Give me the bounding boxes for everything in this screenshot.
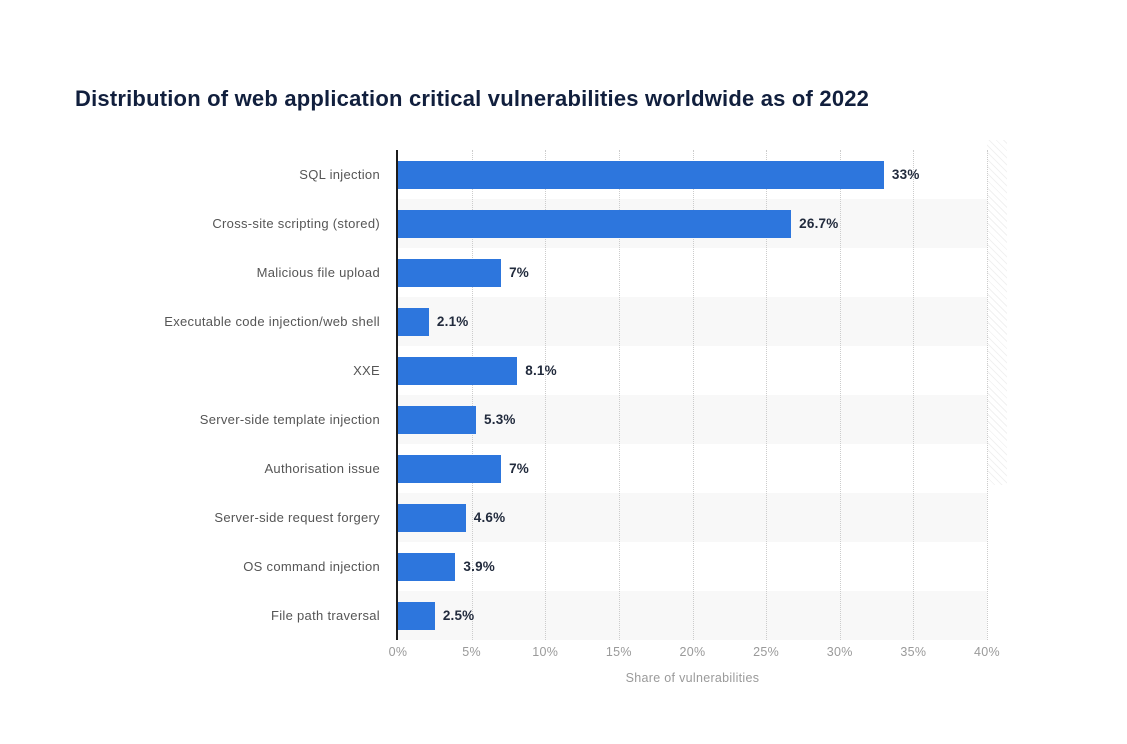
bar (398, 161, 884, 189)
bar (398, 357, 518, 385)
category-label: Malicious file upload (256, 265, 380, 280)
bar-value-label: 3.9% (463, 559, 495, 574)
bar-value-label: 7% (509, 461, 529, 476)
gridline (987, 150, 988, 640)
bar (398, 553, 456, 581)
x-tick-label: 10% (532, 645, 559, 659)
chart-title: Distribution of web application critical… (75, 86, 870, 111)
bar (398, 210, 792, 238)
x-tick-label: 0% (388, 645, 408, 659)
bar-value-label: 2.1% (436, 314, 469, 329)
gridline (839, 150, 841, 640)
bar (398, 455, 502, 483)
bar-value-label: 7% (509, 265, 529, 280)
category-label: Authorisation issue (264, 461, 380, 476)
x-tick-label: 30% (826, 645, 853, 659)
x-tick-label: 5% (462, 645, 481, 659)
x-axis-label: Share of vulnerabilities (625, 671, 760, 685)
gridline (618, 150, 620, 640)
x-tick-label: 15% (605, 645, 632, 659)
category-label: Server-side template injection (199, 412, 380, 427)
category-label: Server-side request forgery (214, 510, 380, 525)
x-tick-label: 40% (974, 645, 1000, 659)
gridline (692, 150, 694, 640)
x-tick-label: 35% (900, 645, 927, 659)
plot-area: 33% 26.7% 7% 2.1% 8.1% 5.3% 7% 4.6% 3.9% 2.5% (396, 140, 1007, 640)
category-label-column: SQL injection Cross-site scripting (store… (0, 150, 380, 640)
category-label: OS command injection (243, 559, 380, 574)
bar (398, 259, 502, 287)
bar (398, 406, 477, 434)
bar (398, 504, 466, 532)
category-label: XXE (353, 363, 380, 378)
bar (398, 308, 429, 336)
bar (398, 602, 435, 630)
x-tick-label: 20% (679, 645, 706, 659)
gridline (913, 150, 915, 640)
bar-value-label: 8.1% (525, 363, 557, 378)
bar-value-label: 26.7% (799, 216, 839, 231)
y-axis-line (396, 150, 398, 640)
bar-value-label: 5.3% (484, 412, 516, 427)
bar-value-label: 2.5% (442, 608, 475, 623)
category-label: Executable code injection/web shell (164, 314, 380, 329)
bar-value-label: 33% (891, 167, 920, 182)
gridline (766, 150, 768, 640)
category-label: File path traversal (270, 608, 380, 623)
category-label: SQL injection (299, 167, 380, 182)
x-axis-ticks: 0% 5% 10% 15% 20% 25% 30% 35% 40% (389, 645, 1000, 663)
bar-value-label: 4.6% (473, 510, 506, 525)
x-tick-label: 25% (753, 645, 780, 659)
gridline (471, 150, 473, 640)
category-label: Cross-site scripting (stored) (212, 216, 380, 231)
hatch-pattern (987, 140, 1007, 485)
gridline (545, 150, 547, 640)
